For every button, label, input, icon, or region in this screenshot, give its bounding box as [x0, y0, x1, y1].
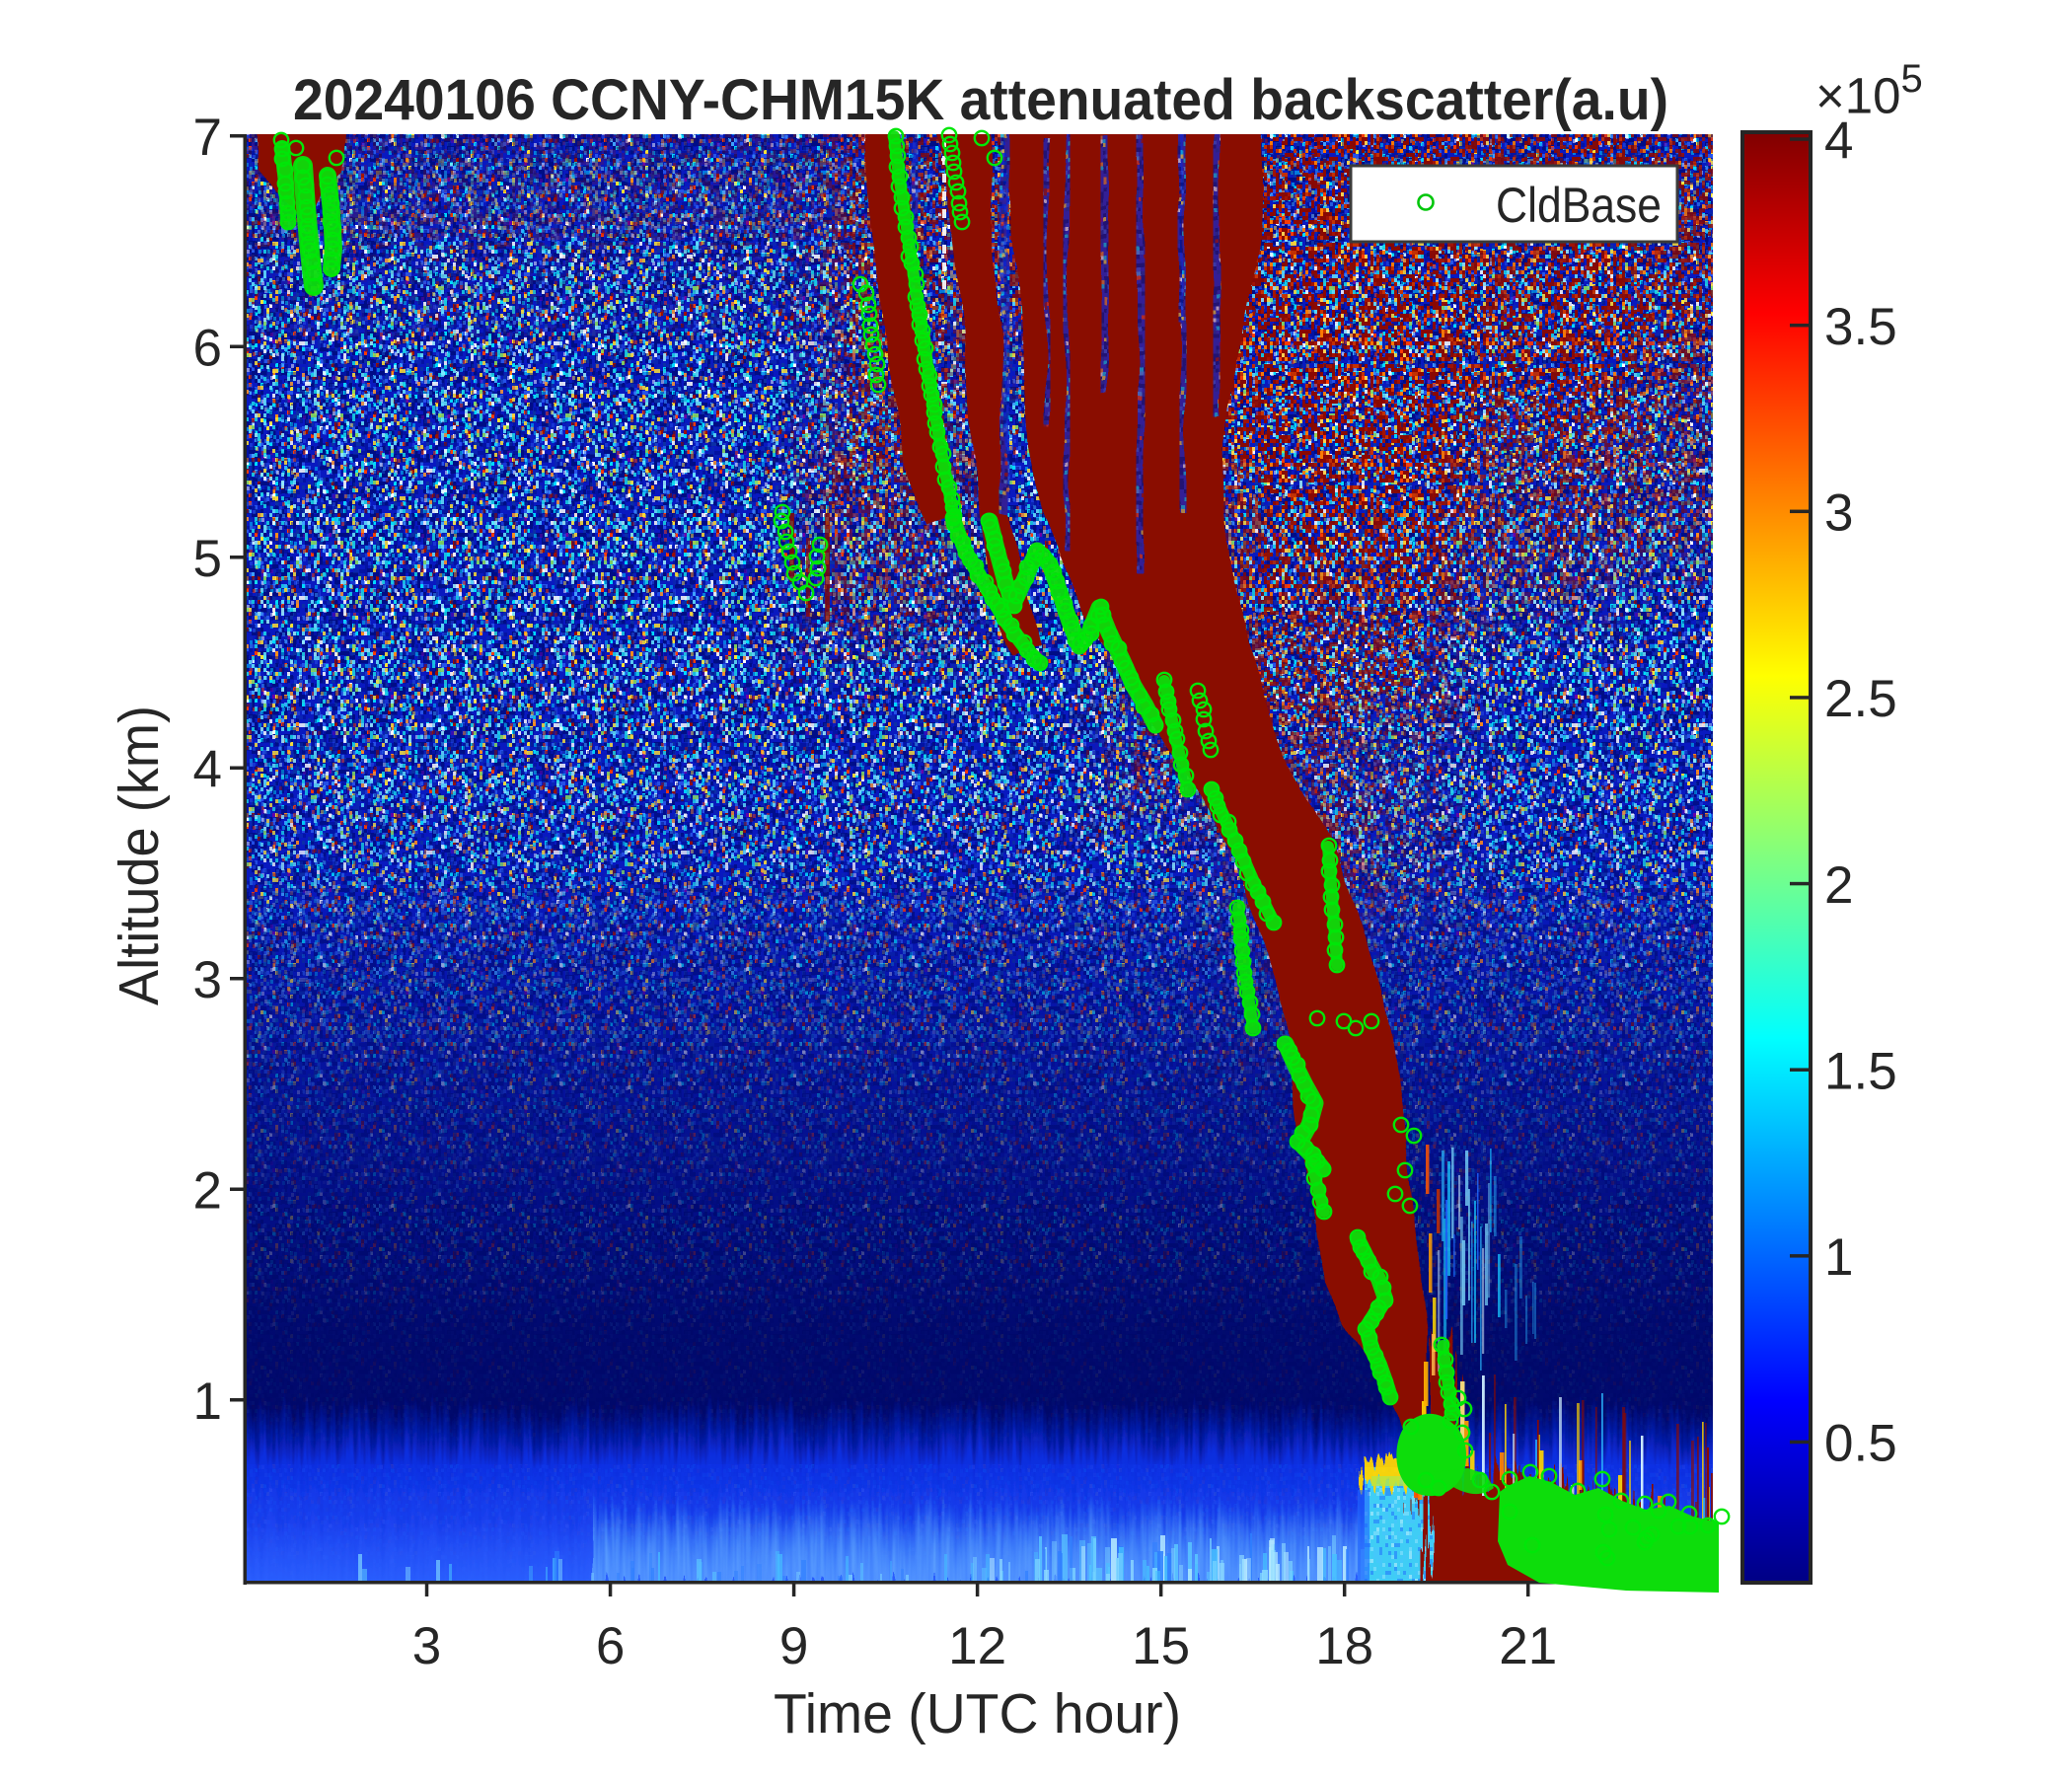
svg-text:21: 21: [1499, 1617, 1557, 1675]
svg-text:3: 3: [1824, 484, 1853, 543]
svg-text:20240106 CCNY-CHM15K attenuate: 20240106 CCNY-CHM15K attenuated backscat…: [293, 68, 1668, 132]
svg-text:15: 15: [1132, 1617, 1190, 1675]
svg-text:2: 2: [193, 1162, 222, 1221]
svg-text:6: 6: [193, 320, 222, 378]
svg-text:6: 6: [596, 1617, 625, 1675]
svg-text:3: 3: [412, 1617, 441, 1675]
svg-text:18: 18: [1315, 1617, 1373, 1675]
svg-text:CldBase: CldBase: [1496, 178, 1662, 233]
svg-text:3.5: 3.5: [1824, 298, 1897, 356]
svg-text:Time (UTC hour): Time (UTC hour): [774, 1682, 1181, 1745]
svg-text:0.5: 0.5: [1824, 1415, 1897, 1473]
svg-text:2: 2: [1824, 856, 1853, 915]
svg-text:1: 1: [193, 1373, 222, 1431]
svg-text:1: 1: [1824, 1228, 1853, 1287]
svg-text:2.5: 2.5: [1824, 670, 1897, 728]
svg-text:5: 5: [193, 530, 222, 588]
svg-text:9: 9: [779, 1617, 808, 1675]
svg-text:1.5: 1.5: [1824, 1042, 1897, 1100]
svg-text:7: 7: [193, 109, 222, 167]
svg-text:3: 3: [193, 951, 222, 1009]
svg-text:4: 4: [193, 741, 222, 799]
svg-text:Altitude (km): Altitude (km): [108, 705, 171, 1005]
svg-text:4: 4: [1824, 111, 1853, 170]
svg-text:12: 12: [948, 1617, 1006, 1675]
